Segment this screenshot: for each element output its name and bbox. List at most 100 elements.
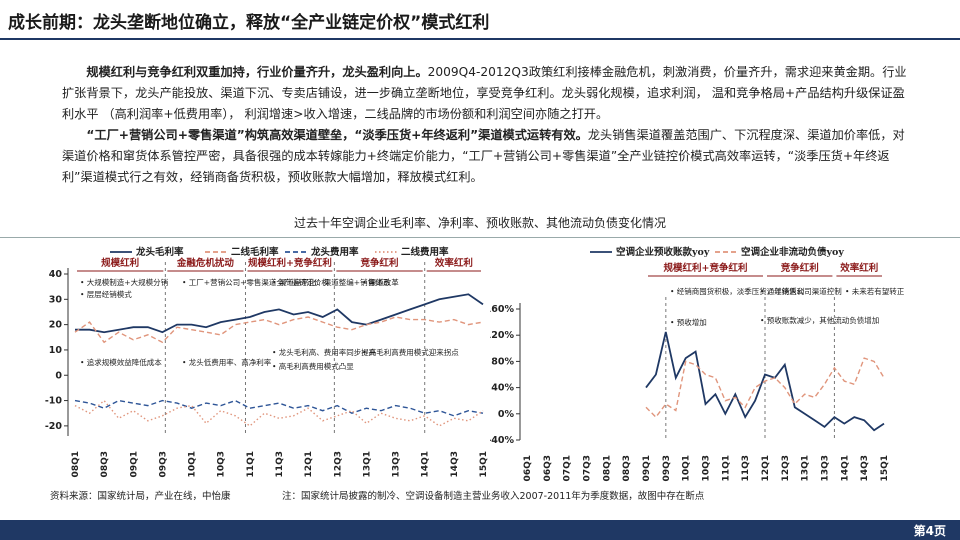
y-tick-label: 40%: [491, 383, 514, 394]
legend-label: 龙头毛利率: [135, 246, 184, 258]
body-text: 规模红利与竞争红利双重加持，行业价量齐升，龙头盈利向上。2009Q4-2012Q…: [62, 62, 907, 188]
period-label: 规模红利+竞争红利: [248, 257, 332, 269]
x-tick-label: 11Q1: [246, 451, 256, 477]
y-tick-label: 80%: [491, 356, 514, 367]
x-tick-label: 14Q1: [840, 455, 850, 481]
x-tick-label: 08Q3: [622, 455, 632, 481]
annotation: • 经销商囤货积极，淡季压货，年终返利: [670, 286, 804, 296]
annotation: • 通过销售公司渠道控制: [760, 286, 842, 296]
annotation: • 未来若有望转正: [845, 286, 905, 296]
period-label: 规模红利: [101, 257, 139, 269]
series-line: [74, 399, 484, 427]
period-label: 竞争红利: [780, 262, 819, 274]
annotation: • 高毛利高费用模式凸显: [272, 361, 354, 371]
x-tick-label: 08Q1: [602, 455, 612, 481]
y-tick-label: 160%: [490, 304, 514, 315]
y-tick-label: -10: [45, 396, 63, 407]
annotation: • 层层经销模式: [80, 289, 132, 299]
x-tick-label: 10Q1: [188, 451, 198, 477]
legend-label: 二线毛利率: [231, 246, 279, 258]
x-tick-label: 13Q1: [362, 451, 372, 477]
slide-title: 成长前期：龙头垄断地位确立，释放“全产业链定价权”模式红利: [8, 13, 490, 33]
x-tick-label: 10Q3: [702, 455, 712, 481]
y-tick-label: 10: [49, 345, 63, 356]
paragraph: 规模红利与竞争红利双重加持，行业价量齐升，龙头盈利向上。2009Q4-2012Q…: [62, 62, 907, 125]
x-tick-label: 11Q3: [275, 451, 285, 477]
x-tick-label: 10Q3: [217, 451, 227, 477]
x-tick-label: 11Q3: [741, 455, 751, 481]
x-tick-label: 12Q3: [333, 451, 343, 477]
annotation: • 工厂+营销公司+零售渠道全产业链定价权: [182, 277, 329, 287]
x-tick-label: 08Q1: [71, 451, 81, 477]
title-rule: [0, 38, 960, 40]
x-tick-label: 12Q1: [761, 455, 771, 481]
x-tick-label: 13Q3: [392, 451, 402, 477]
period-label: 规模红利+竞争红利: [664, 262, 748, 274]
y-tick-label: 0: [55, 370, 62, 381]
chart: 规模红利+竞争红利 竞争红利 效率红利 -40% 0% 40% 80% 120% 160% 06Q…: [490, 246, 905, 481]
y-tick-label: 120%: [490, 330, 514, 341]
x-tick-label: 14Q3: [860, 455, 870, 481]
x-tick-label: 06Q1: [523, 455, 533, 481]
annotation: • 渠道改革: [362, 277, 399, 287]
x-tick-label: 09Q1: [129, 451, 139, 477]
annotation: • 渠道扁平化：渠道整编+销售体系: [272, 277, 391, 287]
legend-label: 二线费用率: [401, 246, 449, 258]
annotation: • 追求规模效益降低成本: [80, 357, 162, 367]
period-label: 金融危机扰动: [176, 257, 235, 269]
x-tick-label: 11Q1: [721, 455, 731, 481]
period-label: 竞争红利: [360, 257, 399, 269]
annotation: • 预收账款减少，其他流动负债增加: [760, 315, 879, 325]
x-tick-label: 07Q1: [563, 455, 573, 481]
page-number: 第4页: [913, 524, 946, 538]
paragraph-text: 龙头销售渠道覆盖范围广、下沉程度深、渠道加价率低，对渠道价格和窜货体系管控严密，…: [62, 128, 905, 184]
series-line: [645, 357, 885, 419]
y-tick-label: -40%: [490, 435, 514, 446]
series-line: [74, 399, 484, 417]
legend-label: 龙头费用率: [310, 246, 359, 258]
series-line: [75, 293, 484, 334]
chart-caption: 过去十年空调企业毛利率、净利率、预收账款、其他流动负债变化情况: [293, 216, 666, 230]
y-tick-label: 40: [49, 269, 63, 280]
x-tick-label: 15Q1: [880, 455, 890, 481]
paragraph: “工厂+营销公司+零售渠道”构筑高效渠道壁垒，“淡季压货+年终返利”渠道模式运转…: [62, 125, 907, 188]
x-tick-label: 13Q3: [821, 455, 831, 481]
y-tick-label: 0%: [498, 409, 515, 420]
period-label: 效率红利: [840, 262, 878, 274]
x-tick-label: 09Q1: [642, 455, 652, 481]
x-tick-label: 13Q1: [801, 455, 811, 481]
footnote: 注：国家统计局披露的制冷、空调设备制造主营业务收入2007-2011年为季度数据…: [282, 491, 705, 502]
annotation: • 预收增加: [670, 317, 707, 327]
x-tick-label: 06Q3: [543, 455, 553, 481]
x-tick-label: 07Q3: [583, 455, 593, 481]
legend-label: 空调企业非流动负债yoy: [741, 246, 844, 258]
paragraph-lead: “工厂+营销公司+零售渠道”构筑高效渠道壁垒，“淡季压货+年终返利”渠道模式运转…: [86, 128, 588, 142]
source-note: 资料来源：国家统计局，产业在线，中怡康: [50, 491, 231, 502]
series-line: [645, 331, 885, 432]
chart-frame: [0, 237, 960, 486]
y-tick-label: -20: [45, 421, 63, 432]
series-line: [74, 316, 484, 344]
x-tick-label: 15Q1: [479, 451, 489, 477]
x-tick-label: 12Q3: [781, 455, 791, 481]
annotation: • 龙头毛利高、费用率同步提升: [272, 347, 377, 357]
footer-bar: [0, 520, 960, 540]
period-label: 效率红利: [435, 257, 473, 269]
x-tick-label: 14Q3: [450, 451, 460, 477]
paragraph-text: 2009Q4-2012Q3政策红利接棒金融危机，刺激消费，价量齐升，需求迎来黄金…: [62, 65, 907, 121]
x-tick-label: 12Q1: [304, 451, 314, 477]
annotation: • 高毛利高费用模式迎来拐点: [362, 347, 459, 357]
y-tick-label: 20: [49, 320, 63, 331]
x-tick-label: 09Q3: [662, 455, 672, 481]
paragraph-lead: 规模红利与竞争红利双重加持，行业价量齐升，龙头盈利向上。: [86, 65, 428, 79]
chart: 规模红利 金融危机扰动 规模红利+竞争红利 竞争红利 效率红利 -20 -10 0 10 20 30…: [45, 246, 489, 477]
y-tick-label: 30: [49, 294, 63, 305]
x-tick-label: 08Q3: [100, 451, 110, 477]
x-tick-label: 10Q1: [682, 455, 692, 481]
x-tick-label: 14Q1: [421, 451, 431, 477]
annotation: • 大规模制造+大规模分销: [80, 277, 169, 287]
legend-label: 空调企业预收账款yoy: [616, 246, 710, 258]
x-tick-label: 09Q3: [158, 451, 168, 477]
annotation: • 龙头低费用率、高净利率: [182, 357, 272, 367]
